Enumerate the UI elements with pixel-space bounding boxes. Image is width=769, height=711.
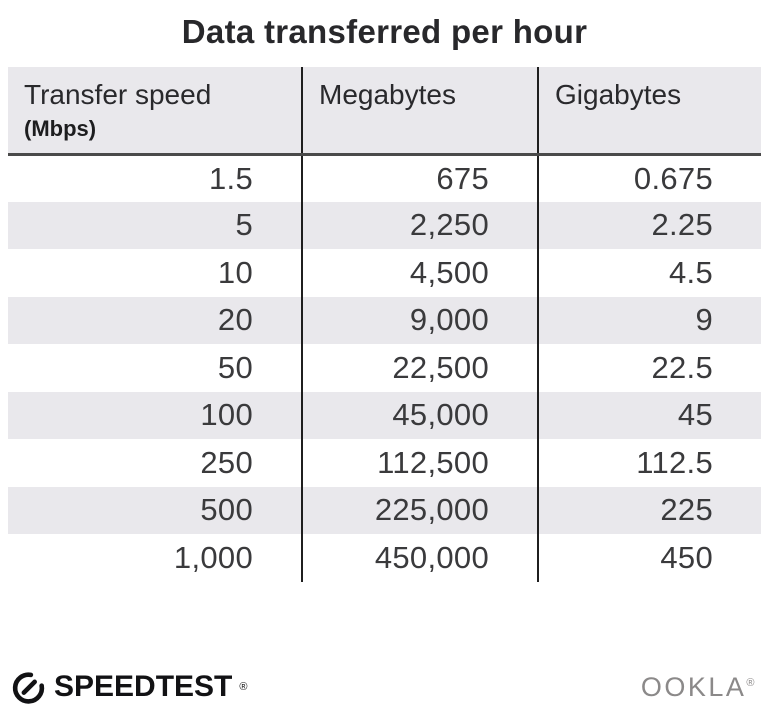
cell-gigabytes: 22.5 [537,344,761,392]
col-header-label: Gigabytes [555,79,682,110]
cell-megabytes: 9,000 [301,296,538,344]
speedtest-logo: SPEEDTEST ® [10,668,247,706]
cell-megabytes: 450,000 [301,534,538,582]
table-row: 1,000 450,000 450 [8,534,761,582]
cell-gigabytes: 225 [537,486,761,534]
data-table: Transfer speed (Mbps) Megabytes Gigabyte… [8,67,761,582]
cell-megabytes: 225,000 [301,486,538,534]
col-header-label: Megabytes [319,79,456,110]
registered-trademark-icon: ® [746,676,757,689]
cell-transfer-speed: 20 [217,302,253,338]
col-header-gigabytes: Gigabytes [537,67,761,156]
cell-gigabytes: 0.675 [537,154,761,202]
table-row: 1.5 675 0.675 [8,154,761,202]
speedtest-wordmark: SPEEDTEST [54,670,233,703]
table-row: 5 2,250 2.25 [8,201,761,249]
cell-gigabytes: 4.5 [537,249,761,297]
header-row: Transfer speed (Mbps) Megabytes Gigabyte… [8,67,761,156]
cell-megabytes: 22,500 [301,344,538,392]
cell-transfer-speed: 500 [200,492,253,528]
speedtest-gauge-icon [12,672,45,704]
col-header-transfer-speed: Transfer speed (Mbps) [8,67,302,156]
col-header-megabytes: Megabytes [301,67,538,156]
cell-transfer-speed: 250 [200,444,253,480]
col-header-sublabel: (Mbps) [24,116,97,142]
cell-transfer-speed: 50 [217,349,253,385]
ookla-logo: OOKLA® [641,672,757,703]
cell-gigabytes: 2.25 [537,201,761,249]
table-body: 1.5 675 0.675 5 2,250 2.25 10 4,500 4.5 20 9,000 9 5… [8,154,761,582]
cell-megabytes: 675 [301,154,538,202]
table-row: 500 225,000 225 [8,486,761,534]
cell-megabytes: 4,500 [301,249,538,297]
table-row: 50 22,500 22.5 [8,344,761,392]
cell-transfer-speed: 1.5 [209,160,253,196]
cell-gigabytes: 450 [537,534,761,582]
cell-transfer-speed: 100 [200,397,253,433]
cell-gigabytes: 9 [537,296,761,344]
table-row: 250 112,500 112.5 [8,439,761,487]
ookla-wordmark: OOKLA [640,671,747,702]
footer: SPEEDTEST ® OOKLA® [10,668,757,706]
page-title: Data transferred per hour [181,13,588,50]
cell-transfer-speed: 10 [217,254,253,290]
col-header-label: Transfer speed [24,79,212,110]
cell-gigabytes: 45 [537,391,761,439]
table-row: 100 45,000 45 [8,391,761,439]
cell-gigabytes: 112.5 [537,439,761,487]
table-row: 10 4,500 4.5 [8,249,761,297]
cell-megabytes: 45,000 [301,391,538,439]
cell-transfer-speed: 5 [235,207,253,243]
cell-megabytes: 112,500 [301,439,538,487]
cell-megabytes: 2,250 [301,201,538,249]
cell-transfer-speed: 1,000 [173,539,253,575]
table-row: 20 9,000 9 [8,296,761,344]
